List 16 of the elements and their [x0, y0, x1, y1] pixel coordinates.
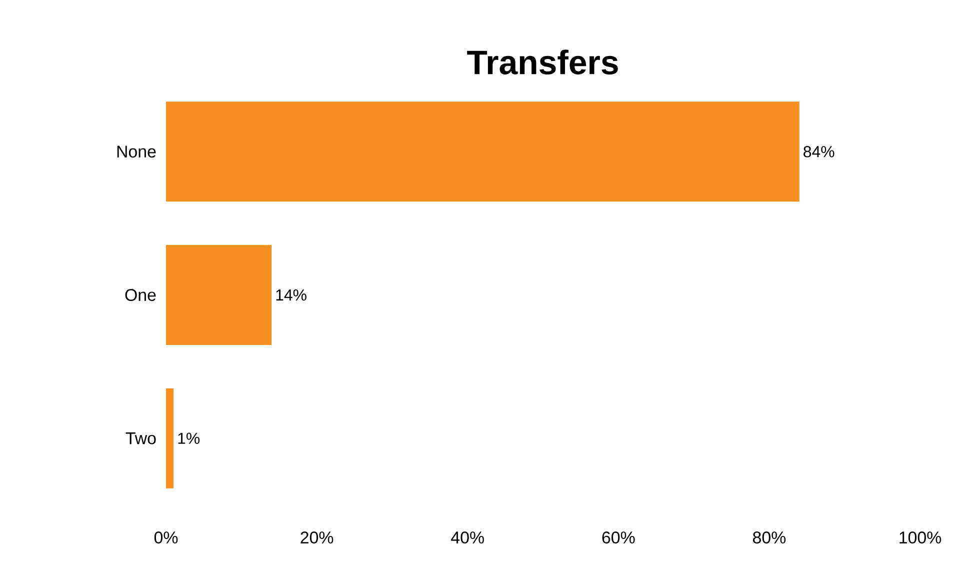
chart-title: Transfers: [467, 50, 618, 74]
data-label: 84%: [804, 146, 834, 158]
y-tick-label: One: [125, 288, 156, 301]
x-tick-label: 60%: [602, 532, 635, 544]
bar: [166, 102, 800, 202]
bar: [166, 244, 272, 345]
y-tick-label: Two: [126, 432, 156, 444]
data-label: 14%: [276, 289, 306, 301]
data-label: 1%: [178, 432, 200, 444]
bar: [166, 388, 174, 488]
x-tick-label: 40%: [451, 532, 484, 544]
x-tick-label: 20%: [300, 532, 334, 544]
x-tick-label: 100%: [900, 532, 942, 544]
y-tick-label: None: [117, 146, 156, 158]
x-tick-label: 80%: [752, 532, 786, 544]
x-tick-label: 0%: [154, 532, 178, 544]
